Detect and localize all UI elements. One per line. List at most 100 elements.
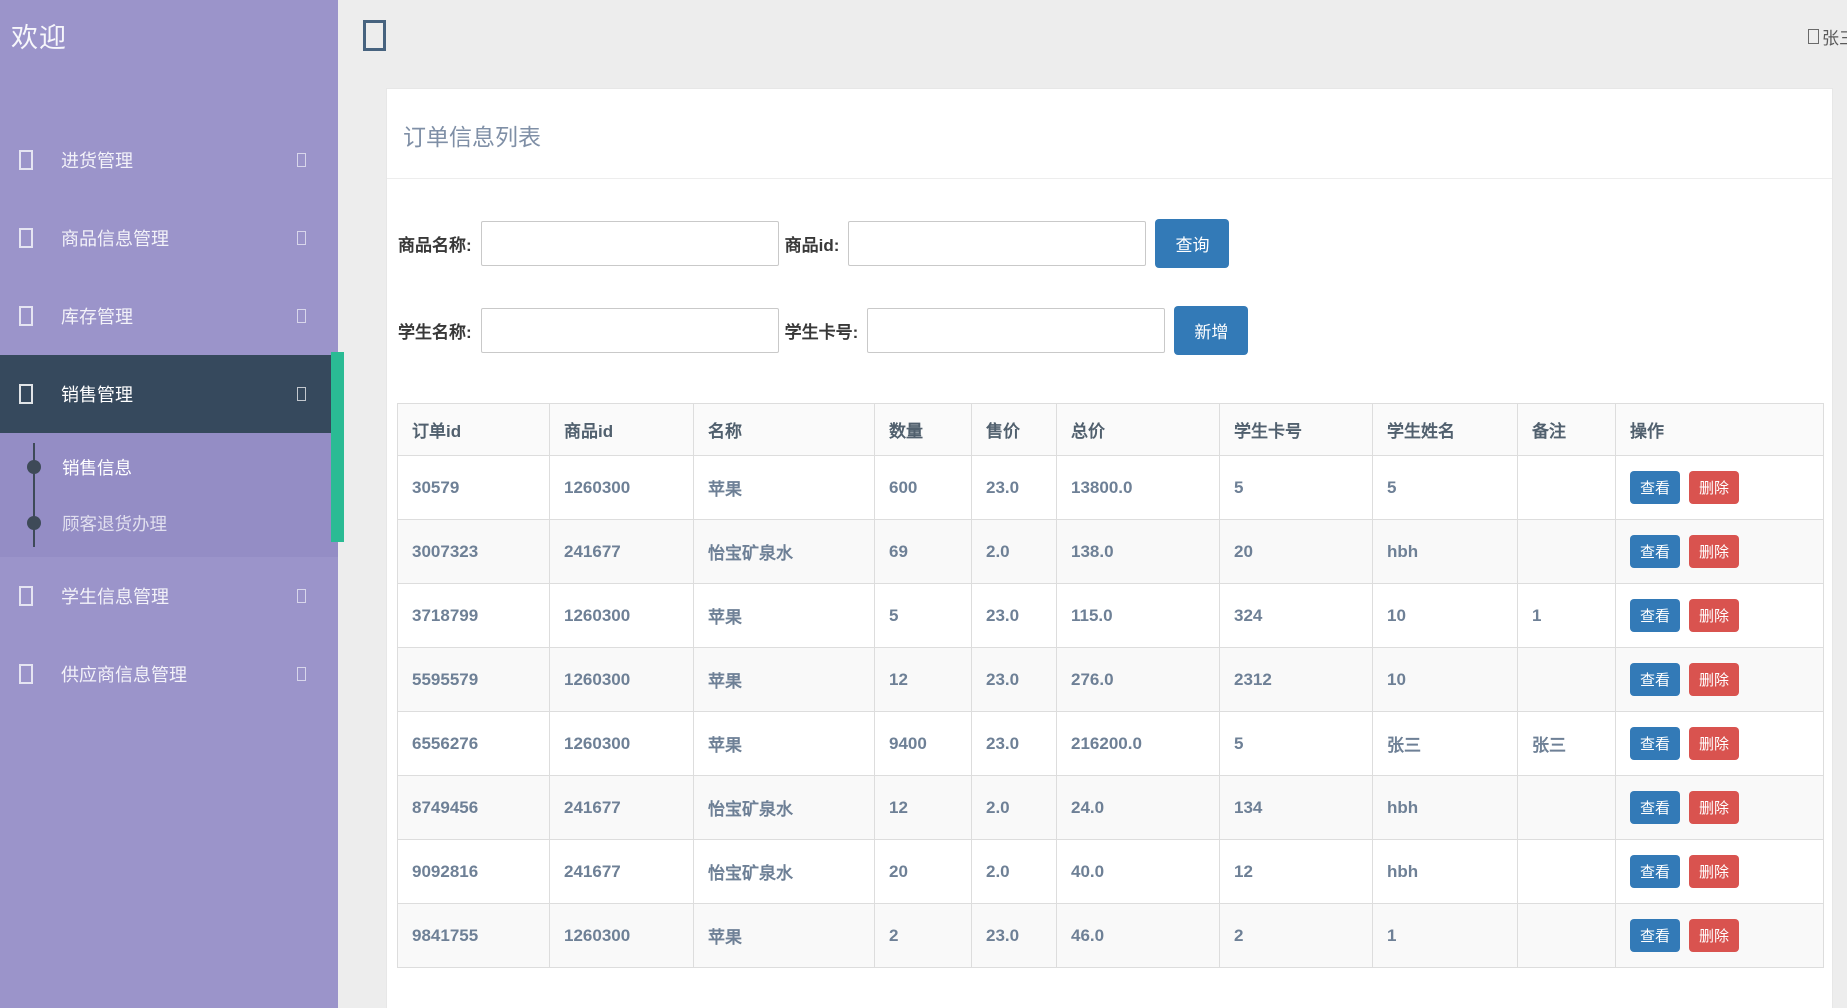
chevron-icon bbox=[297, 387, 306, 401]
sidebar-item[interactable]: 商品信息管理 bbox=[0, 199, 338, 277]
student-card-input[interactable] bbox=[867, 308, 1166, 353]
student-name-label: 学生名称: bbox=[398, 323, 472, 342]
table-cell: 12 bbox=[874, 775, 972, 840]
chevron-icon bbox=[297, 153, 306, 167]
sidebar-item-label: 学生信息管理 bbox=[61, 587, 169, 607]
view-button[interactable]: 查看 bbox=[1630, 663, 1681, 696]
product-name-input[interactable] bbox=[480, 221, 779, 266]
table-cell: 216200.0 bbox=[1056, 711, 1220, 776]
student-name-input[interactable] bbox=[480, 308, 779, 353]
table-cell: 20 bbox=[1219, 519, 1373, 584]
table-cell: 8749456 bbox=[397, 775, 550, 840]
delete-button[interactable]: 删除 bbox=[1689, 663, 1740, 696]
column-header: 操作 bbox=[1615, 403, 1824, 456]
delete-button[interactable]: 删除 bbox=[1689, 791, 1740, 824]
view-button[interactable]: 查看 bbox=[1630, 791, 1681, 824]
column-header: 学生姓名 bbox=[1372, 403, 1518, 456]
column-header: 备注 bbox=[1517, 403, 1616, 456]
actions-cell: 查看 删除 bbox=[1615, 455, 1824, 520]
actions-cell: 查看 删除 bbox=[1615, 775, 1824, 840]
column-header: 学生卡号 bbox=[1219, 403, 1373, 456]
view-button[interactable]: 查看 bbox=[1630, 727, 1681, 760]
sidebar-subitem-label: 顾客退货办理 bbox=[62, 513, 167, 534]
chevron-icon bbox=[297, 309, 306, 323]
delete-button[interactable]: 删除 bbox=[1689, 855, 1740, 888]
sidebar-item[interactable]: 销售管理 bbox=[0, 355, 338, 433]
table-cell: 1260300 bbox=[549, 647, 694, 712]
table-cell: 30579 bbox=[397, 455, 550, 520]
product-id-input[interactable] bbox=[848, 221, 1147, 266]
sidebar-item[interactable]: 供应商信息管理 bbox=[0, 635, 338, 713]
orders-table-wrap: 订单id 商品id 名称 数量 售价 总价 学生卡号 学生姓名 备注 操作 30579 126030… bbox=[397, 403, 1824, 968]
table-cell: 2312 bbox=[1219, 647, 1373, 712]
view-button[interactable]: 查看 bbox=[1630, 535, 1681, 568]
query-button[interactable]: 查询 bbox=[1155, 219, 1230, 268]
view-button[interactable]: 查看 bbox=[1630, 919, 1681, 952]
title-divider bbox=[387, 178, 1832, 179]
delete-button[interactable]: 删除 bbox=[1689, 471, 1740, 504]
sidebar-toggle-icon[interactable] bbox=[363, 20, 386, 51]
menu-item-icon bbox=[19, 384, 33, 404]
delete-button[interactable]: 删除 bbox=[1689, 727, 1740, 760]
table-cell: 20 bbox=[874, 839, 972, 904]
chevron-icon bbox=[297, 667, 306, 681]
table-cell: 怡宝矿泉水 bbox=[693, 775, 875, 840]
table-row: 8749456 241677 怡宝矿泉水 12 2.0 24.0 134 hbh 查看 删除 bbox=[397, 775, 1824, 840]
table-cell bbox=[1517, 775, 1616, 840]
table-cell: hbh bbox=[1372, 839, 1518, 904]
sidebar-item[interactable]: 进货管理 bbox=[0, 121, 338, 199]
table-cell: 5595579 bbox=[397, 647, 550, 712]
column-header: 售价 bbox=[971, 403, 1057, 456]
table-cell: 怡宝矿泉水 bbox=[693, 519, 875, 584]
sidebar-item-label: 销售管理 bbox=[61, 385, 133, 405]
actions-cell: 查看 删除 bbox=[1615, 839, 1824, 904]
form-row-1: 商品名称: 商品id: 查询 bbox=[398, 219, 1832, 268]
table-cell: 12 bbox=[874, 647, 972, 712]
table-cell: 2.0 bbox=[971, 775, 1057, 840]
table-cell: 1 bbox=[1372, 903, 1518, 968]
table-cell: 10 bbox=[1372, 583, 1518, 648]
user-name: 张三 bbox=[1822, 29, 1847, 48]
table-row: 3007323 241677 怡宝矿泉水 69 2.0 138.0 20 hbh 查看 删除 bbox=[397, 519, 1824, 584]
search-form: 商品名称: 商品id: 查询 学生名称: 学生卡号: 新增 bbox=[398, 219, 1832, 355]
table-cell: 9400 bbox=[874, 711, 972, 776]
table-row: 9841755 1260300 苹果 2 23.0 46.0 2 1 查看 删除 bbox=[397, 903, 1824, 968]
table-cell: 23.0 bbox=[971, 903, 1057, 968]
actions-cell: 查看 删除 bbox=[1615, 583, 1824, 648]
delete-button[interactable]: 删除 bbox=[1689, 535, 1740, 568]
sidebar-subitem[interactable]: 顾客退货办理 bbox=[0, 495, 338, 551]
menu-item-icon bbox=[19, 150, 33, 170]
table-cell bbox=[1517, 455, 1616, 520]
add-button[interactable]: 新增 bbox=[1174, 306, 1249, 355]
table-cell: 324 bbox=[1219, 583, 1373, 648]
table-cell: 5 bbox=[1372, 455, 1518, 520]
table-cell: 241677 bbox=[549, 519, 694, 584]
sidebar-item-label: 商品信息管理 bbox=[61, 229, 169, 249]
view-button[interactable]: 查看 bbox=[1630, 599, 1681, 632]
view-button[interactable]: 查看 bbox=[1630, 471, 1681, 504]
form-row-2: 学生名称: 学生卡号: 新增 bbox=[398, 306, 1832, 355]
table-body: 30579 1260300 苹果 600 23.0 13800.0 5 5 查看 删除 300732… bbox=[397, 455, 1824, 968]
table-cell: 10 bbox=[1372, 647, 1518, 712]
view-button[interactable]: 查看 bbox=[1630, 855, 1681, 888]
delete-button[interactable]: 删除 bbox=[1689, 919, 1740, 952]
table-cell: 40.0 bbox=[1056, 839, 1220, 904]
user-menu[interactable]: 张三 bbox=[1808, 0, 1847, 73]
sidebar-scrollbar-thumb[interactable] bbox=[331, 352, 344, 542]
bullet-icon bbox=[27, 516, 41, 530]
sidebar-subitem[interactable]: 销售信息 bbox=[0, 439, 338, 495]
sidebar-item[interactable]: 学生信息管理 bbox=[0, 557, 338, 635]
sidebar-item-label: 进货管理 bbox=[61, 151, 133, 171]
sidebar-item[interactable]: 库存管理 bbox=[0, 277, 338, 355]
table-cell: 2.0 bbox=[971, 839, 1057, 904]
sidebar-submenu: 销售信息顾客退货办理 bbox=[0, 433, 338, 557]
table-cell: 苹果 bbox=[693, 583, 875, 648]
table-cell: 2.0 bbox=[971, 519, 1057, 584]
actions-cell: 查看 删除 bbox=[1615, 711, 1824, 776]
table-cell: 600 bbox=[874, 455, 972, 520]
sidebar-item-label: 库存管理 bbox=[61, 307, 133, 327]
table-cell: 3007323 bbox=[397, 519, 550, 584]
delete-button[interactable]: 删除 bbox=[1689, 599, 1740, 632]
table-cell: 1260300 bbox=[549, 583, 694, 648]
sidebar-subitem-label: 销售信息 bbox=[62, 457, 132, 478]
